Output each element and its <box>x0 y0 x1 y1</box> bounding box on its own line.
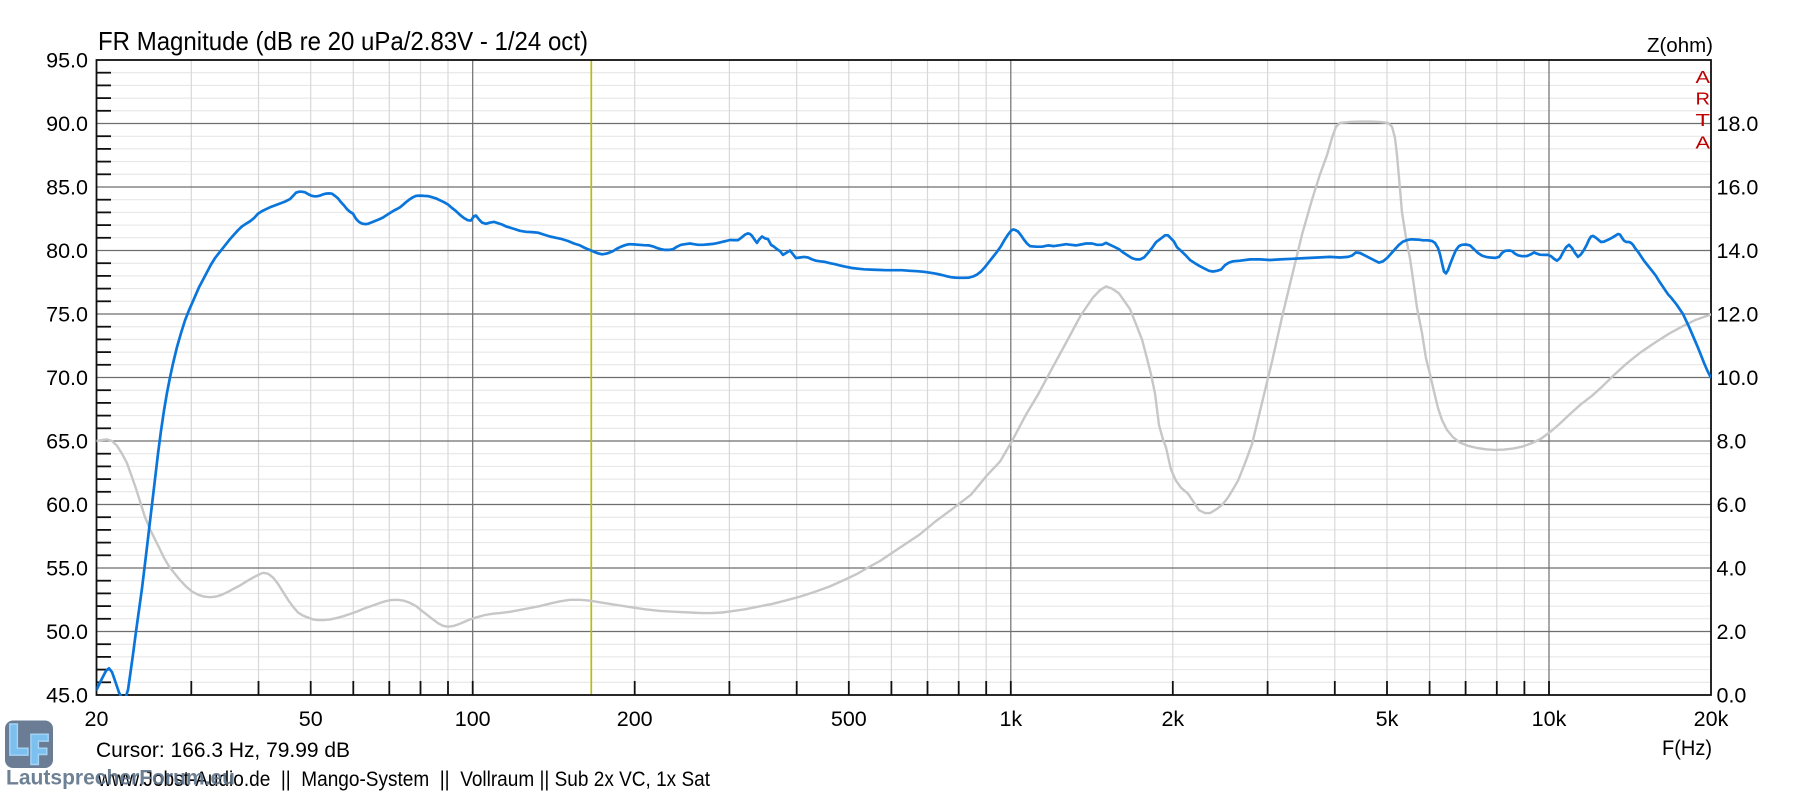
svg-text:2k: 2k <box>1161 707 1184 731</box>
svg-text:85.0: 85.0 <box>46 176 88 200</box>
svg-text:75.0: 75.0 <box>46 303 88 327</box>
svg-text:10.0: 10.0 <box>1717 366 1759 390</box>
svg-text:4.0: 4.0 <box>1717 557 1747 581</box>
svg-text:FR Magnitude (dB re 20 uPa/2.8: FR Magnitude (dB re 20 uPa/2.83V - 1/24 … <box>98 26 588 56</box>
svg-text:50: 50 <box>299 707 323 731</box>
svg-text:5k: 5k <box>1376 707 1399 731</box>
svg-text:2.0: 2.0 <box>1717 620 1747 644</box>
svg-text:6.0: 6.0 <box>1717 493 1747 517</box>
svg-text:A: A <box>1696 133 1711 153</box>
svg-text:50.0: 50.0 <box>46 620 88 644</box>
svg-text:T: T <box>1696 110 1711 130</box>
svg-text:20k: 20k <box>1694 707 1729 731</box>
svg-text:14.0: 14.0 <box>1717 239 1759 263</box>
svg-text:16.0: 16.0 <box>1717 176 1759 200</box>
svg-text:8.0: 8.0 <box>1717 430 1747 454</box>
svg-text:LautsprecherForum.eu: LautsprecherForum.eu <box>6 767 235 790</box>
svg-text:65.0: 65.0 <box>46 430 88 454</box>
svg-text:90.0: 90.0 <box>46 112 88 136</box>
svg-text:200: 200 <box>617 707 653 731</box>
svg-text:100: 100 <box>455 707 491 731</box>
svg-text:www.Jobst-Audio.de || Mango-: www.Jobst-Audio.de || Mango-System || Vo… <box>97 767 710 791</box>
svg-text:500: 500 <box>831 707 867 731</box>
svg-text:Cursor: 166.3 Hz, 79.99 dB: Cursor: 166.3 Hz, 79.99 dB <box>96 738 350 762</box>
svg-text:20: 20 <box>85 707 109 731</box>
svg-text:12.0: 12.0 <box>1717 303 1759 327</box>
svg-text:18.0: 18.0 <box>1717 112 1759 136</box>
svg-text:F(Hz): F(Hz) <box>1662 736 1712 760</box>
svg-text:45.0: 45.0 <box>46 684 88 708</box>
svg-text:95.0: 95.0 <box>46 49 88 73</box>
svg-text:80.0: 80.0 <box>46 239 88 263</box>
svg-text:R: R <box>1696 89 1711 109</box>
svg-text:70.0: 70.0 <box>46 366 88 390</box>
svg-text:Z(ohm): Z(ohm) <box>1647 34 1713 57</box>
svg-text:1k: 1k <box>999 707 1022 731</box>
svg-text:10k: 10k <box>1532 707 1567 731</box>
svg-text:60.0: 60.0 <box>46 493 88 517</box>
svg-text:55.0: 55.0 <box>46 557 88 581</box>
svg-text:0.0: 0.0 <box>1717 684 1747 708</box>
svg-text:A: A <box>1696 67 1711 87</box>
